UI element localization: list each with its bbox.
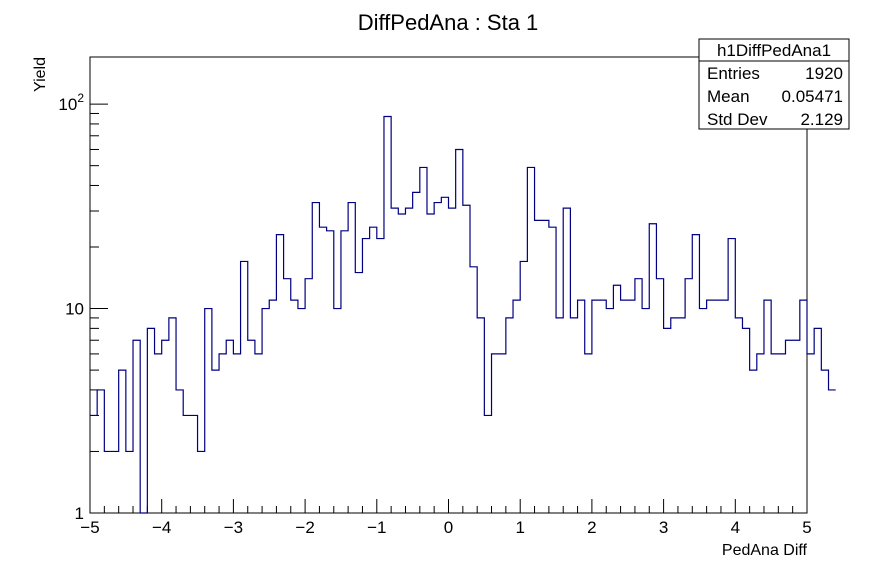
y-tick-label: 102	[58, 91, 84, 114]
stats-box-name: h1DiffPedAna1	[717, 41, 831, 60]
y-tick-label: 10	[65, 300, 84, 319]
stats-mean-value: 0.05471	[782, 87, 843, 106]
stats-entries-label: Entries	[707, 64, 760, 83]
x-tick-label: −2	[295, 518, 314, 537]
x-tick-label: 2	[587, 518, 596, 537]
y-axis-label: Yield	[32, 57, 49, 92]
x-tick-label: 0	[444, 518, 453, 537]
stats-entries-value: 1920	[805, 64, 843, 83]
x-tick-label: −3	[224, 518, 243, 537]
y-tick-label: 1	[75, 504, 84, 523]
x-tick-label: −1	[367, 518, 386, 537]
histogram-series-line	[90, 115, 836, 514]
x-tick-label: 5	[802, 518, 811, 537]
x-axis-label: PedAna Diff	[722, 542, 808, 559]
chart-title: DiffPedAna : Sta 1	[358, 10, 539, 35]
stats-stddev-label: Std Dev	[707, 110, 768, 129]
x-axis: −5 −4 −3 −2 −1 0 1 2 3 4 5	[80, 499, 812, 537]
stats-box-frame	[698, 38, 850, 130]
stats-mean-label: Mean	[707, 87, 750, 106]
x-tick-label: 1	[515, 518, 524, 537]
y-axis: 1 10 102	[58, 91, 108, 523]
stats-box: h1DiffPedAna1 Entries 1920 Mean 0.05471 …	[698, 38, 850, 130]
y-tick-exponent: 2	[77, 91, 84, 105]
x-tick-label: 3	[659, 518, 668, 537]
x-tick-label: −4	[152, 518, 171, 537]
x-tick-label: −5	[80, 518, 99, 537]
stats-stddev-value: 2.129	[800, 110, 843, 129]
x-tick-label: 4	[731, 518, 740, 537]
